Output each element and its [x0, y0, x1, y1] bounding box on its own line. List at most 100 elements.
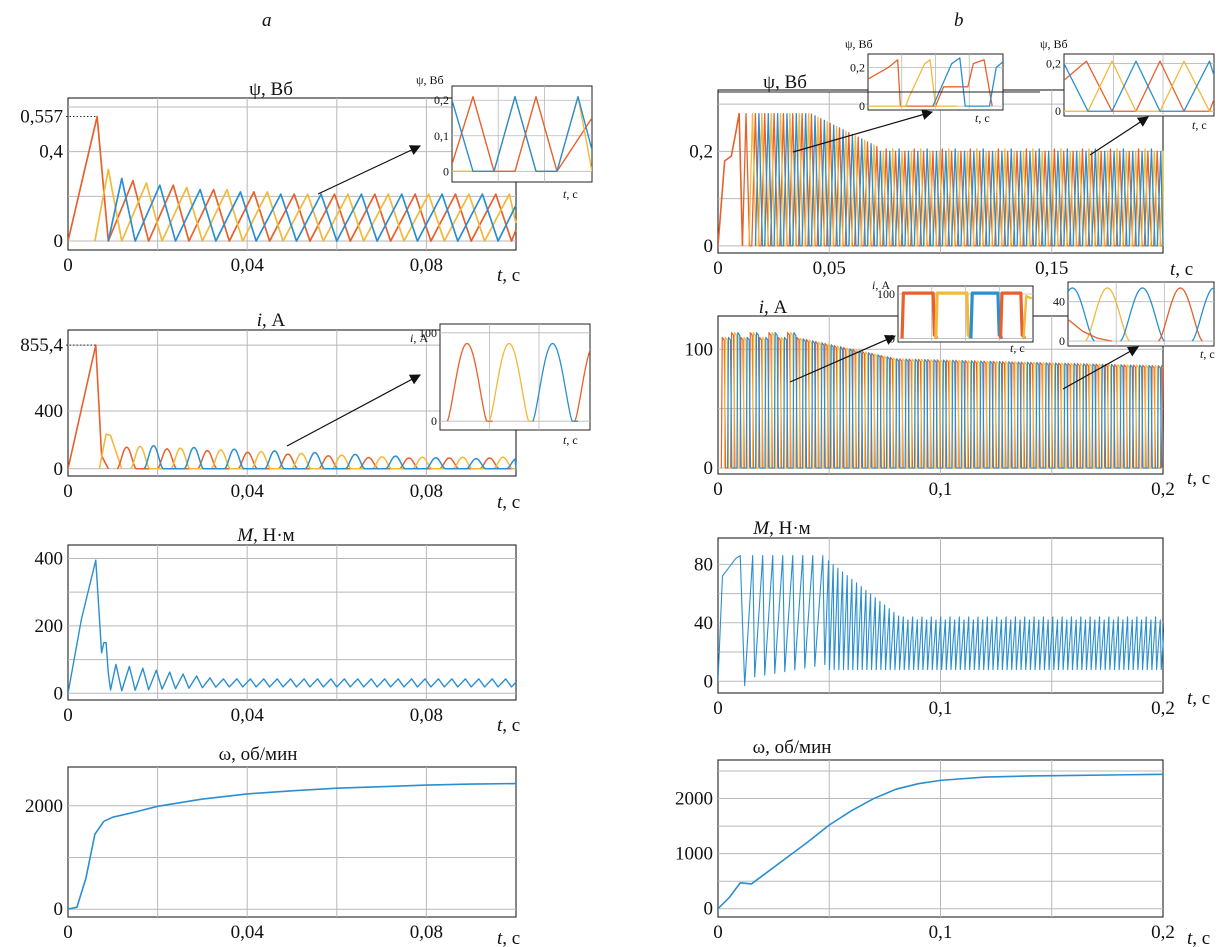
chart-b_w-xlabel: t, с — [1187, 928, 1210, 947]
inset-b_psi1-blue — [932, 57, 1003, 107]
chart-a_i-xlabel: t, с — [497, 492, 520, 513]
inset-b_psi_inset1-ytick-label: 0 — [859, 99, 865, 113]
inset-b_psi_inset2-xlabel: t, с — [1192, 118, 1207, 132]
chart-a_i-xtick-label: 0,08 — [410, 481, 443, 502]
inset-b_i2-pulse-blue — [1068, 287, 1095, 342]
inset-b_psi_inset2-ytick-label: 0,2 — [1046, 57, 1061, 71]
inset-a_psi-series-blue — [452, 95, 592, 173]
inset-a_psi_inset-title: ψ, Вб — [416, 73, 444, 87]
inset-a_i_inset-ytick-label: 0 — [431, 414, 437, 428]
chart-b_psi-ytick-label: 0 — [704, 236, 714, 257]
chart-b_w-series — [718, 773, 1164, 910]
chart-b_i-xtick-label: 0,2 — [1151, 479, 1175, 500]
chart-a_w-xtick-label: 0 — [63, 922, 73, 943]
chart-a_i-title: i, А — [257, 310, 286, 331]
inset-b_psi_inset2-series — [1064, 60, 1214, 112]
inset-b_psi2-yellow — [1064, 60, 1214, 112]
inset-b_i1-tail — [1022, 295, 1033, 339]
inset-b_i_inset2-ytick-label: 40 — [1053, 295, 1065, 309]
chart-a_M-ytick-label: 200 — [35, 616, 64, 637]
chart-a_w-title: ω, об/мин — [219, 744, 298, 765]
chart-a_M-xtick-label: 0,08 — [410, 705, 443, 726]
chart-b_w-xtick-label: 0,2 — [1151, 922, 1175, 943]
chart-b_w: 0 0,1 0,2 0 1000 2000 ω, об/мин t, с — [675, 737, 1210, 947]
chart-a_i-ytick-label: 400 — [35, 401, 64, 422]
chart-a_i-ytick-label: 0 — [54, 459, 64, 480]
chart-a_psi-ytick-label: 0,4 — [39, 142, 63, 163]
inset-b_i2-pulse-blue — [1191, 287, 1214, 342]
chart-b_w-ytick-label: 1000 — [675, 844, 713, 865]
arrow-b-i-1 — [789, 334, 896, 383]
chart-a_M-series-torque — [68, 559, 517, 694]
chart-b_M-xlabel: t, с — [1187, 688, 1210, 709]
chart-b_psi-xtick-label: 0 — [713, 258, 723, 279]
inset-b_i_inset2-series — [1068, 287, 1214, 342]
chart-b_M-title: M, Н·м — [752, 518, 810, 539]
chart-a_psi-xtick-label: 0,04 — [231, 255, 265, 276]
chart-b_w-ytick-label: 0 — [704, 899, 714, 920]
inset-b_psi2-blue — [1064, 60, 1214, 112]
chart-a_w-ytick-label: 0 — [54, 899, 64, 920]
inset-b_i2-pulse-blue — [1120, 287, 1165, 342]
arrow-a-psi — [317, 145, 421, 195]
chart-a_psi-series-orange — [68, 115, 517, 242]
inset-b_psi_inset1-xlabel: t, с — [975, 111, 990, 125]
chart-a_M-xlabel: t, с — [497, 715, 520, 736]
chart-b_w-xtick-label: 0 — [713, 922, 723, 943]
chart-b_i-xtick-label: 0,1 — [929, 479, 953, 500]
chart-b_M-xtick-label: 0,1 — [929, 698, 953, 719]
chart-a_M-title: M, Н·м — [236, 525, 294, 546]
inset-a_i_inset-ytick-label: 100 — [419, 326, 437, 340]
inset-b_i_inset2: 0 40 t, с — [1053, 281, 1215, 361]
chart-a_M-xtick-label: 0,04 — [231, 705, 265, 726]
chart-b_w-title: ω, об/мин — [753, 737, 832, 758]
chart-a_i-second-pulse — [98, 433, 123, 470]
inset-a_psi_inset-xlabel: t, с — [563, 187, 578, 201]
chart-b_i-series — [720, 332, 1164, 469]
inset-b_i_inset1-xlabel: t, с — [1010, 341, 1025, 355]
chart-b_psi-ytick-label: 0,2 — [689, 141, 713, 162]
chart-b_M-ytick-label: 80 — [694, 554, 713, 575]
chart-a_psi-ytick-label: 0,557 — [20, 107, 63, 128]
chart-b_M-series — [718, 555, 1164, 687]
chart-b_M-ytick-label: 40 — [694, 613, 713, 634]
chart-a_w-xtick-label: 0,08 — [410, 922, 443, 943]
chart-b_M-ytick-label: 0 — [704, 671, 714, 692]
chart-a_M-frame — [67, 544, 517, 701]
inset-b_i2-pulse-yellow — [1084, 287, 1130, 342]
chart-b_psi-title: ψ, Вб — [763, 72, 807, 93]
chart-b_M-xtick-label: 0 — [713, 698, 723, 719]
inset-a_i_inset-xlabel: t, с — [563, 433, 578, 447]
inset-a_i-pulse-blue — [532, 342, 578, 422]
chart-a_i-ytick-label: 855,4 — [20, 335, 63, 356]
inset-a_i_inset-frame — [439, 323, 591, 431]
chart-a_M-series — [68, 559, 517, 694]
chart-b_i-title: i, А — [759, 297, 788, 318]
chart-b_i-xlabel: t, с — [1187, 468, 1210, 489]
inset-a_psi_inset: 0 0,1 0,2 ψ, Вб t, с — [416, 73, 593, 201]
chart-a_psi: 0 0,04 0,08 0 0,4 0,557 ψ, Вб t, с — [20, 79, 520, 286]
chart-a_i-startup-pulse — [68, 344, 110, 470]
chart-a_i-xtick-label: 0,04 — [231, 481, 265, 502]
chart-a_psi-series-blue — [107, 177, 517, 242]
chart-a_psi-ytick-label: 0 — [54, 231, 64, 252]
inset-a_i-pulse-orange — [446, 342, 493, 422]
chart-b_psi-startup — [718, 112, 744, 246]
arrow-b-i-2 — [1062, 346, 1139, 390]
inset-b_i_inset2-xlabel: t, с — [1200, 347, 1215, 361]
chart-b_psi-xtick-label: 0,05 — [813, 258, 846, 279]
inset-b_psi_inset2-ytick-label: 0 — [1055, 104, 1061, 118]
chart-a_w-xlabel: t, с — [497, 928, 520, 947]
inset-b_psi_inset1-ytick-label: 0,2 — [850, 61, 865, 75]
arrow-a-i — [286, 374, 421, 447]
inset-b_i2-pulse-orange — [1157, 287, 1203, 342]
inset-a_i_inset-title: i, А — [410, 331, 428, 345]
chart-a_w-xtick-label: 0,04 — [231, 922, 265, 943]
chart-a_M-grid — [68, 545, 516, 700]
panel-a-label: a — [262, 10, 272, 31]
chart-b_w-ytick-label: 2000 — [675, 789, 713, 810]
chart-b_M-xtick-label: 0,2 — [1151, 698, 1175, 719]
chart-b_psi-xtick-label: 0,15 — [1035, 258, 1068, 279]
inset-a_i_inset-grid — [440, 324, 590, 430]
